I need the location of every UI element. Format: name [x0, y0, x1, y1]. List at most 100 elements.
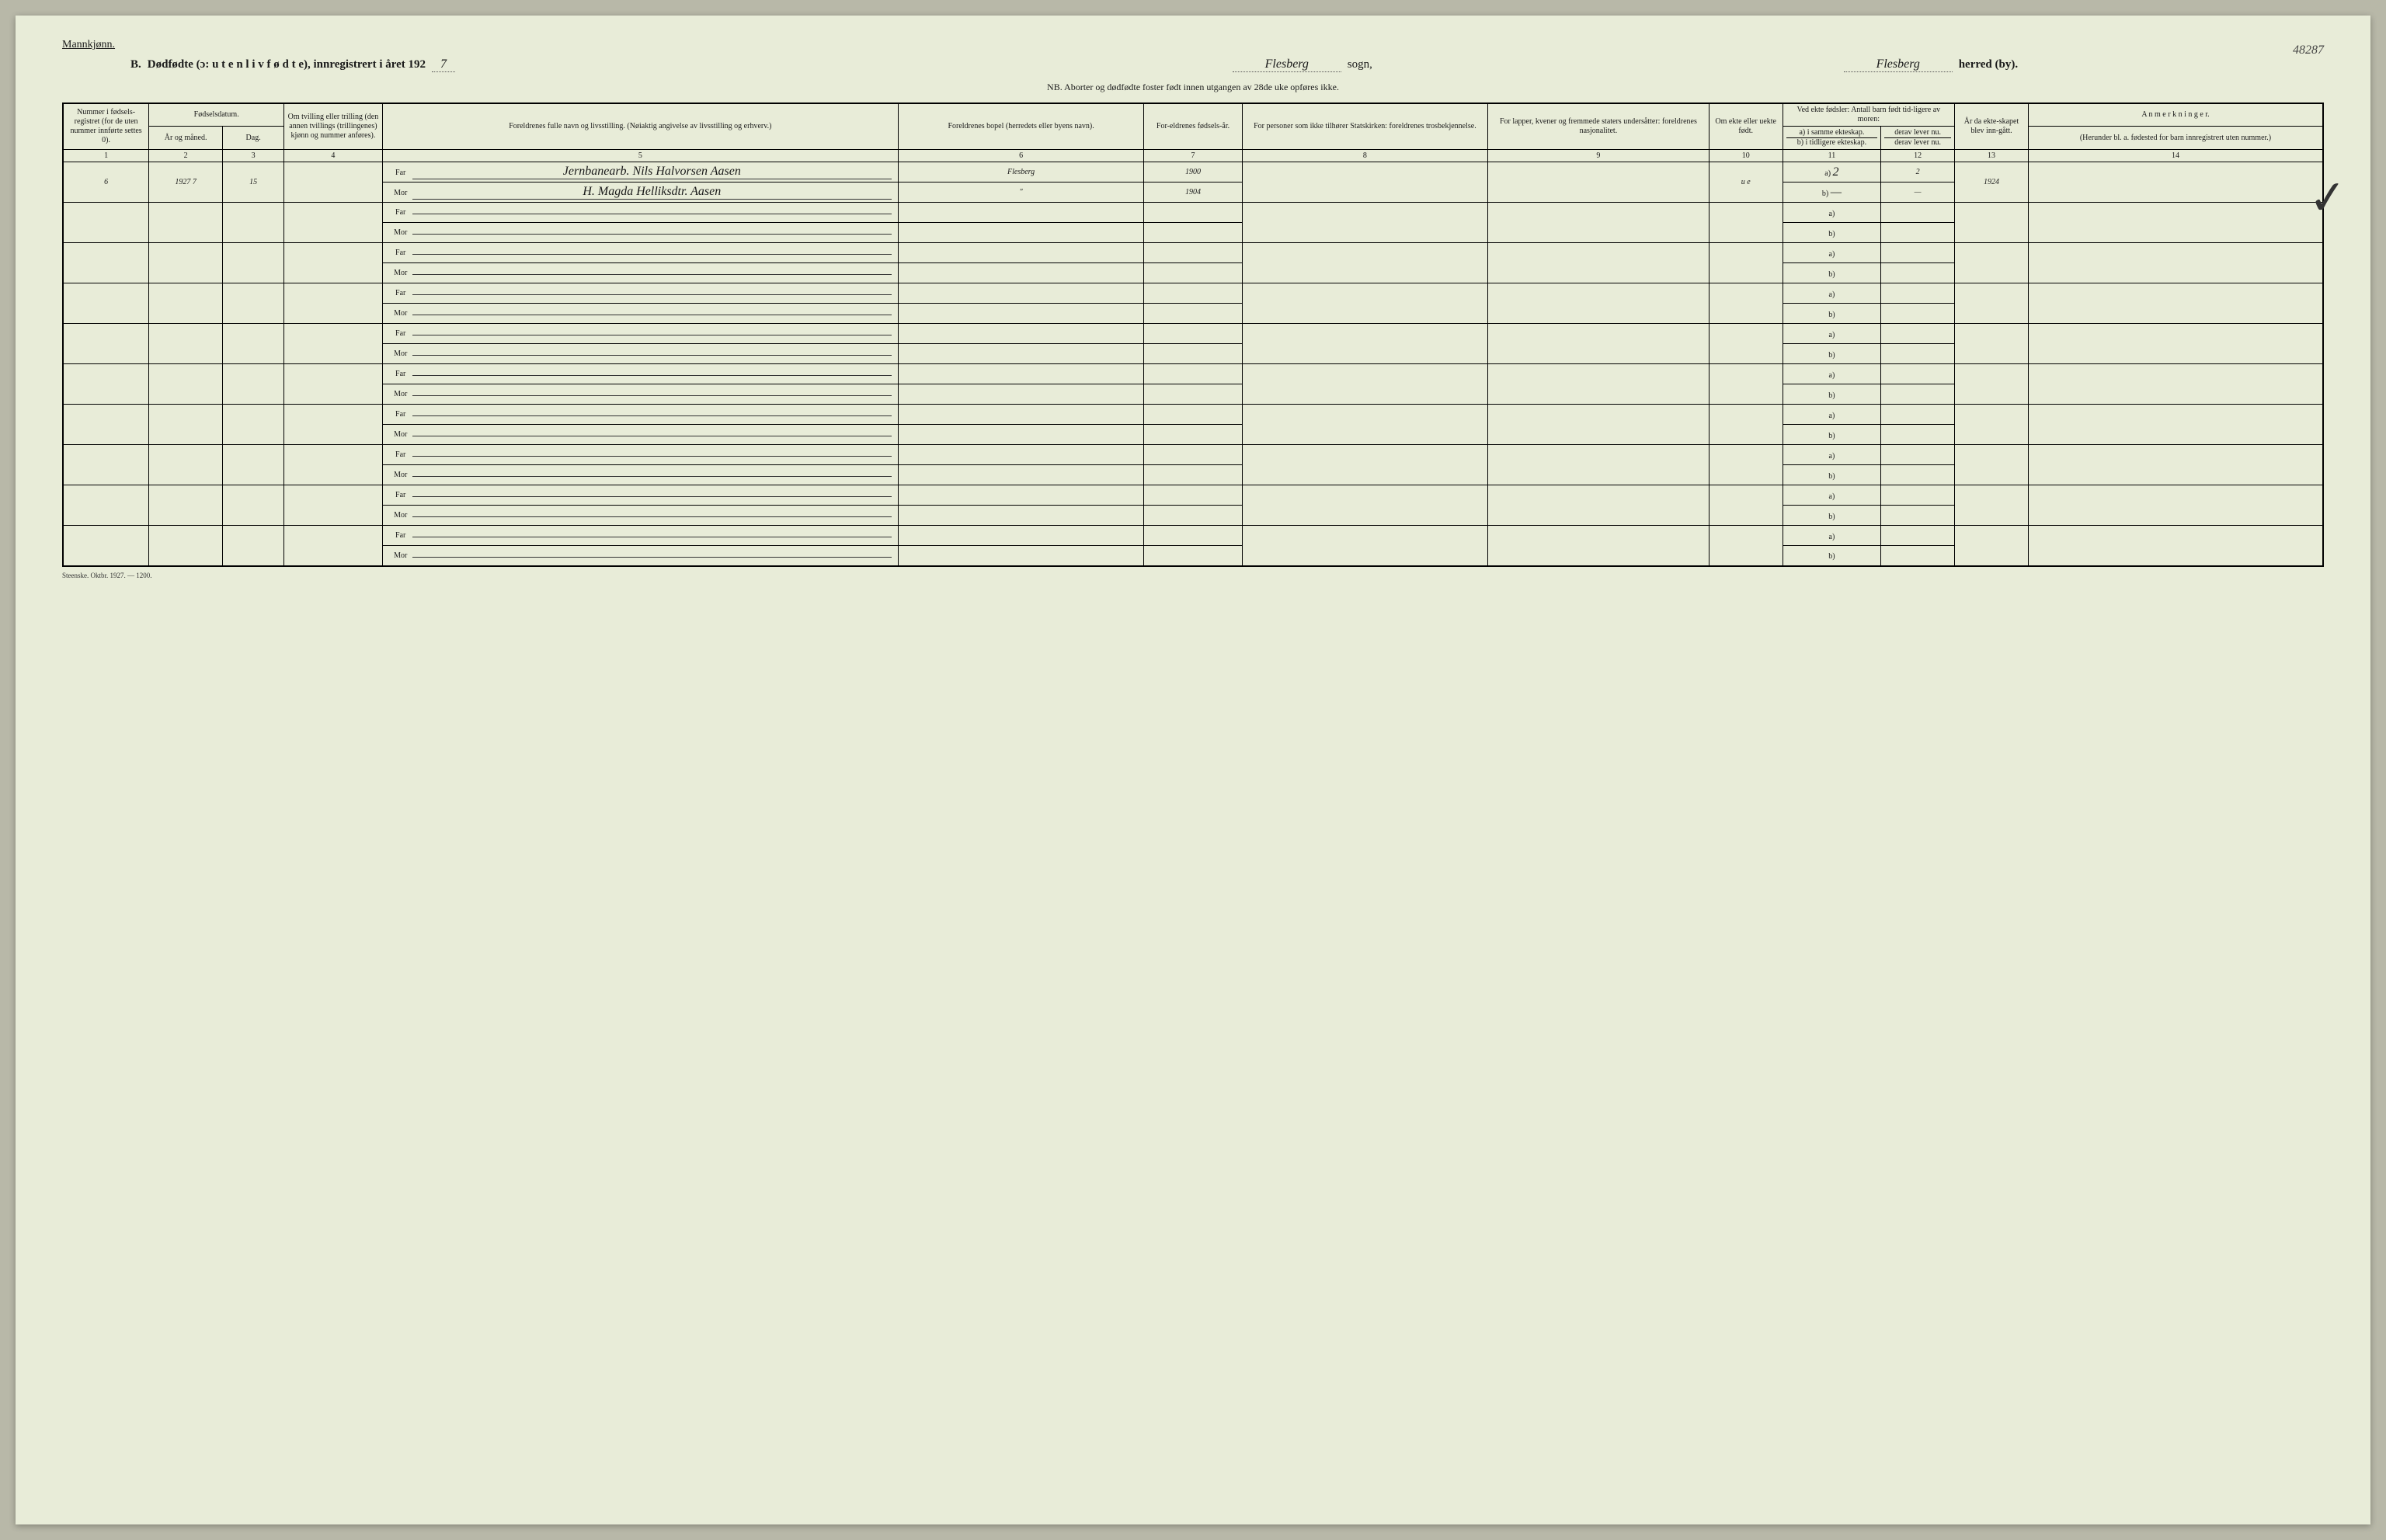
cell-a: a): [1783, 283, 1881, 304]
cell-c8: [1242, 485, 1487, 526]
cell-twin: [284, 162, 383, 203]
cell-b-lever: [1881, 546, 1955, 566]
cell-mor: Mor: [382, 223, 898, 243]
cell-num: [63, 364, 149, 405]
cell-anm: [2028, 405, 2323, 445]
a-label: a): [1829, 371, 1835, 380]
colnum: 13: [1955, 150, 2029, 162]
herred-label: herred (by).: [1959, 58, 2018, 71]
col-header-2a: År og måned.: [149, 127, 223, 150]
cell-ekte: [1709, 364, 1783, 405]
a-label: a): [1829, 210, 1835, 218]
table-body: 61927 715FarJernbanearb. Nils Halvorsen …: [63, 162, 2323, 566]
col-header-9: For lapper, kvener og fremmede staters u…: [1488, 103, 1710, 150]
cell-far: Far: [382, 243, 898, 263]
cell-a: a): [1783, 324, 1881, 344]
cell-bopel-far: [898, 485, 1143, 506]
cell-b: b) —: [1783, 183, 1881, 203]
far-label: Far: [389, 329, 412, 338]
mor-label: Mor: [389, 269, 412, 277]
cell-mor: Mor: [382, 506, 898, 526]
cell-year-month: [149, 526, 223, 566]
cell-anm: [2028, 283, 2323, 324]
cell-aar-ekteskap: [1955, 526, 2029, 566]
cell-fodselsaar-mor: [1144, 465, 1243, 485]
cell-c9: [1488, 526, 1710, 566]
cell-b: b): [1783, 546, 1881, 566]
cell-aar-ekteskap: [1955, 243, 2029, 283]
col-header-2-top: Fødselsdatum.: [149, 103, 284, 127]
cell-c9: [1488, 283, 1710, 324]
cell-b: b): [1783, 506, 1881, 526]
cell-c9: [1488, 324, 1710, 364]
cell-anm: [2028, 526, 2323, 566]
mor-value: [412, 274, 892, 275]
col-header-12: derav lever nu. derav lever nu.: [1881, 127, 1955, 150]
cell-num: [63, 526, 149, 566]
colnum: 6: [898, 150, 1143, 162]
mor-label: Mor: [389, 471, 412, 479]
a-label: a): [1829, 290, 1835, 299]
cell-fodselsaar-far: [1144, 203, 1243, 223]
colnum: 8: [1242, 150, 1487, 162]
cell-fodselsaar-mor: [1144, 344, 1243, 364]
cell-ekte: [1709, 445, 1783, 485]
cell-bopel-mor: [898, 384, 1143, 405]
register-page: 48287 ✓ Mannkjønn. B. Dødfødte (ɔ: u t e…: [16, 16, 2370, 1524]
cell-ekte: [1709, 405, 1783, 445]
cell-year-month: [149, 364, 223, 405]
col-header-1: Nummer i fødsels-registret (for de uten …: [63, 103, 149, 150]
herred-value: Flesberg: [1844, 57, 1953, 72]
colnum: 14: [2028, 150, 2323, 162]
a-value: 2: [1833, 165, 1839, 179]
cell-day: [223, 405, 284, 445]
cell-year-month: [149, 324, 223, 364]
cell-mor: Mor: [382, 263, 898, 283]
colnum: 2: [149, 150, 223, 162]
cell-b-lever: [1881, 425, 1955, 445]
mor-value: [412, 355, 892, 356]
cell-bopel-mor: [898, 546, 1143, 566]
b-label: b): [1828, 513, 1835, 521]
cell-ekte: [1709, 243, 1783, 283]
mor-value: [412, 516, 892, 517]
cell-a-lever: [1881, 445, 1955, 465]
cell-day: [223, 364, 284, 405]
cell-a-lever: [1881, 364, 1955, 384]
cell-bopel-far: [898, 445, 1143, 465]
cell-anm: [2028, 324, 2323, 364]
cell-aar-ekteskap: [1955, 405, 2029, 445]
colnum: 3: [223, 150, 284, 162]
cell-anm: [2028, 203, 2323, 243]
cell-twin: [284, 405, 383, 445]
col-header-14: (Herunder bl. a. fødested for barn innre…: [2028, 127, 2323, 150]
cell-far: Far: [382, 526, 898, 546]
cell-a: a): [1783, 364, 1881, 384]
cell-bopel-far: Flesberg: [898, 162, 1143, 183]
mor-value: [412, 476, 892, 477]
register-table: Nummer i fødsels-registret (for de uten …: [62, 103, 2324, 567]
cell-mor: Mor: [382, 465, 898, 485]
cell-c8: [1242, 243, 1487, 283]
mor-label: Mor: [389, 390, 412, 398]
far-value: [412, 456, 892, 457]
cell-b-lever: [1881, 465, 1955, 485]
cell-twin: [284, 243, 383, 283]
cell-bopel-far: [898, 526, 1143, 546]
col-header-5: Foreldrenes fulle navn og livsstilling. …: [382, 103, 898, 150]
cell-ekte: [1709, 324, 1783, 364]
cell-bopel-far: [898, 405, 1143, 425]
cell-a: a): [1783, 485, 1881, 506]
cell-a-lever: [1881, 283, 1955, 304]
far-label: Far: [389, 249, 412, 257]
cell-fodselsaar-mor: [1144, 506, 1243, 526]
cell-anm: [2028, 364, 2323, 405]
col-header-12a-text: derav lever nu.: [1884, 128, 1951, 137]
cell-mor: MorH. Magda Helliksdtr. Aasen: [382, 183, 898, 203]
cell-day: 15: [223, 162, 284, 203]
b-label: b): [1828, 432, 1835, 440]
cell-far: Far: [382, 324, 898, 344]
table-row: Fara): [63, 283, 2323, 304]
cell-c8: [1242, 405, 1487, 445]
year-digit: 7: [432, 57, 455, 72]
